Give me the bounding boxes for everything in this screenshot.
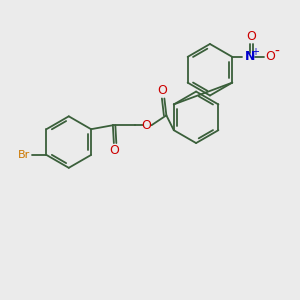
Text: O: O	[265, 50, 275, 63]
Text: O: O	[109, 144, 119, 157]
Text: N: N	[245, 50, 255, 63]
Text: Br: Br	[18, 150, 31, 160]
Text: O: O	[158, 85, 167, 98]
Text: O: O	[142, 119, 152, 132]
Text: -: -	[274, 45, 279, 59]
Text: +: +	[251, 47, 259, 57]
Text: O: O	[246, 30, 256, 43]
